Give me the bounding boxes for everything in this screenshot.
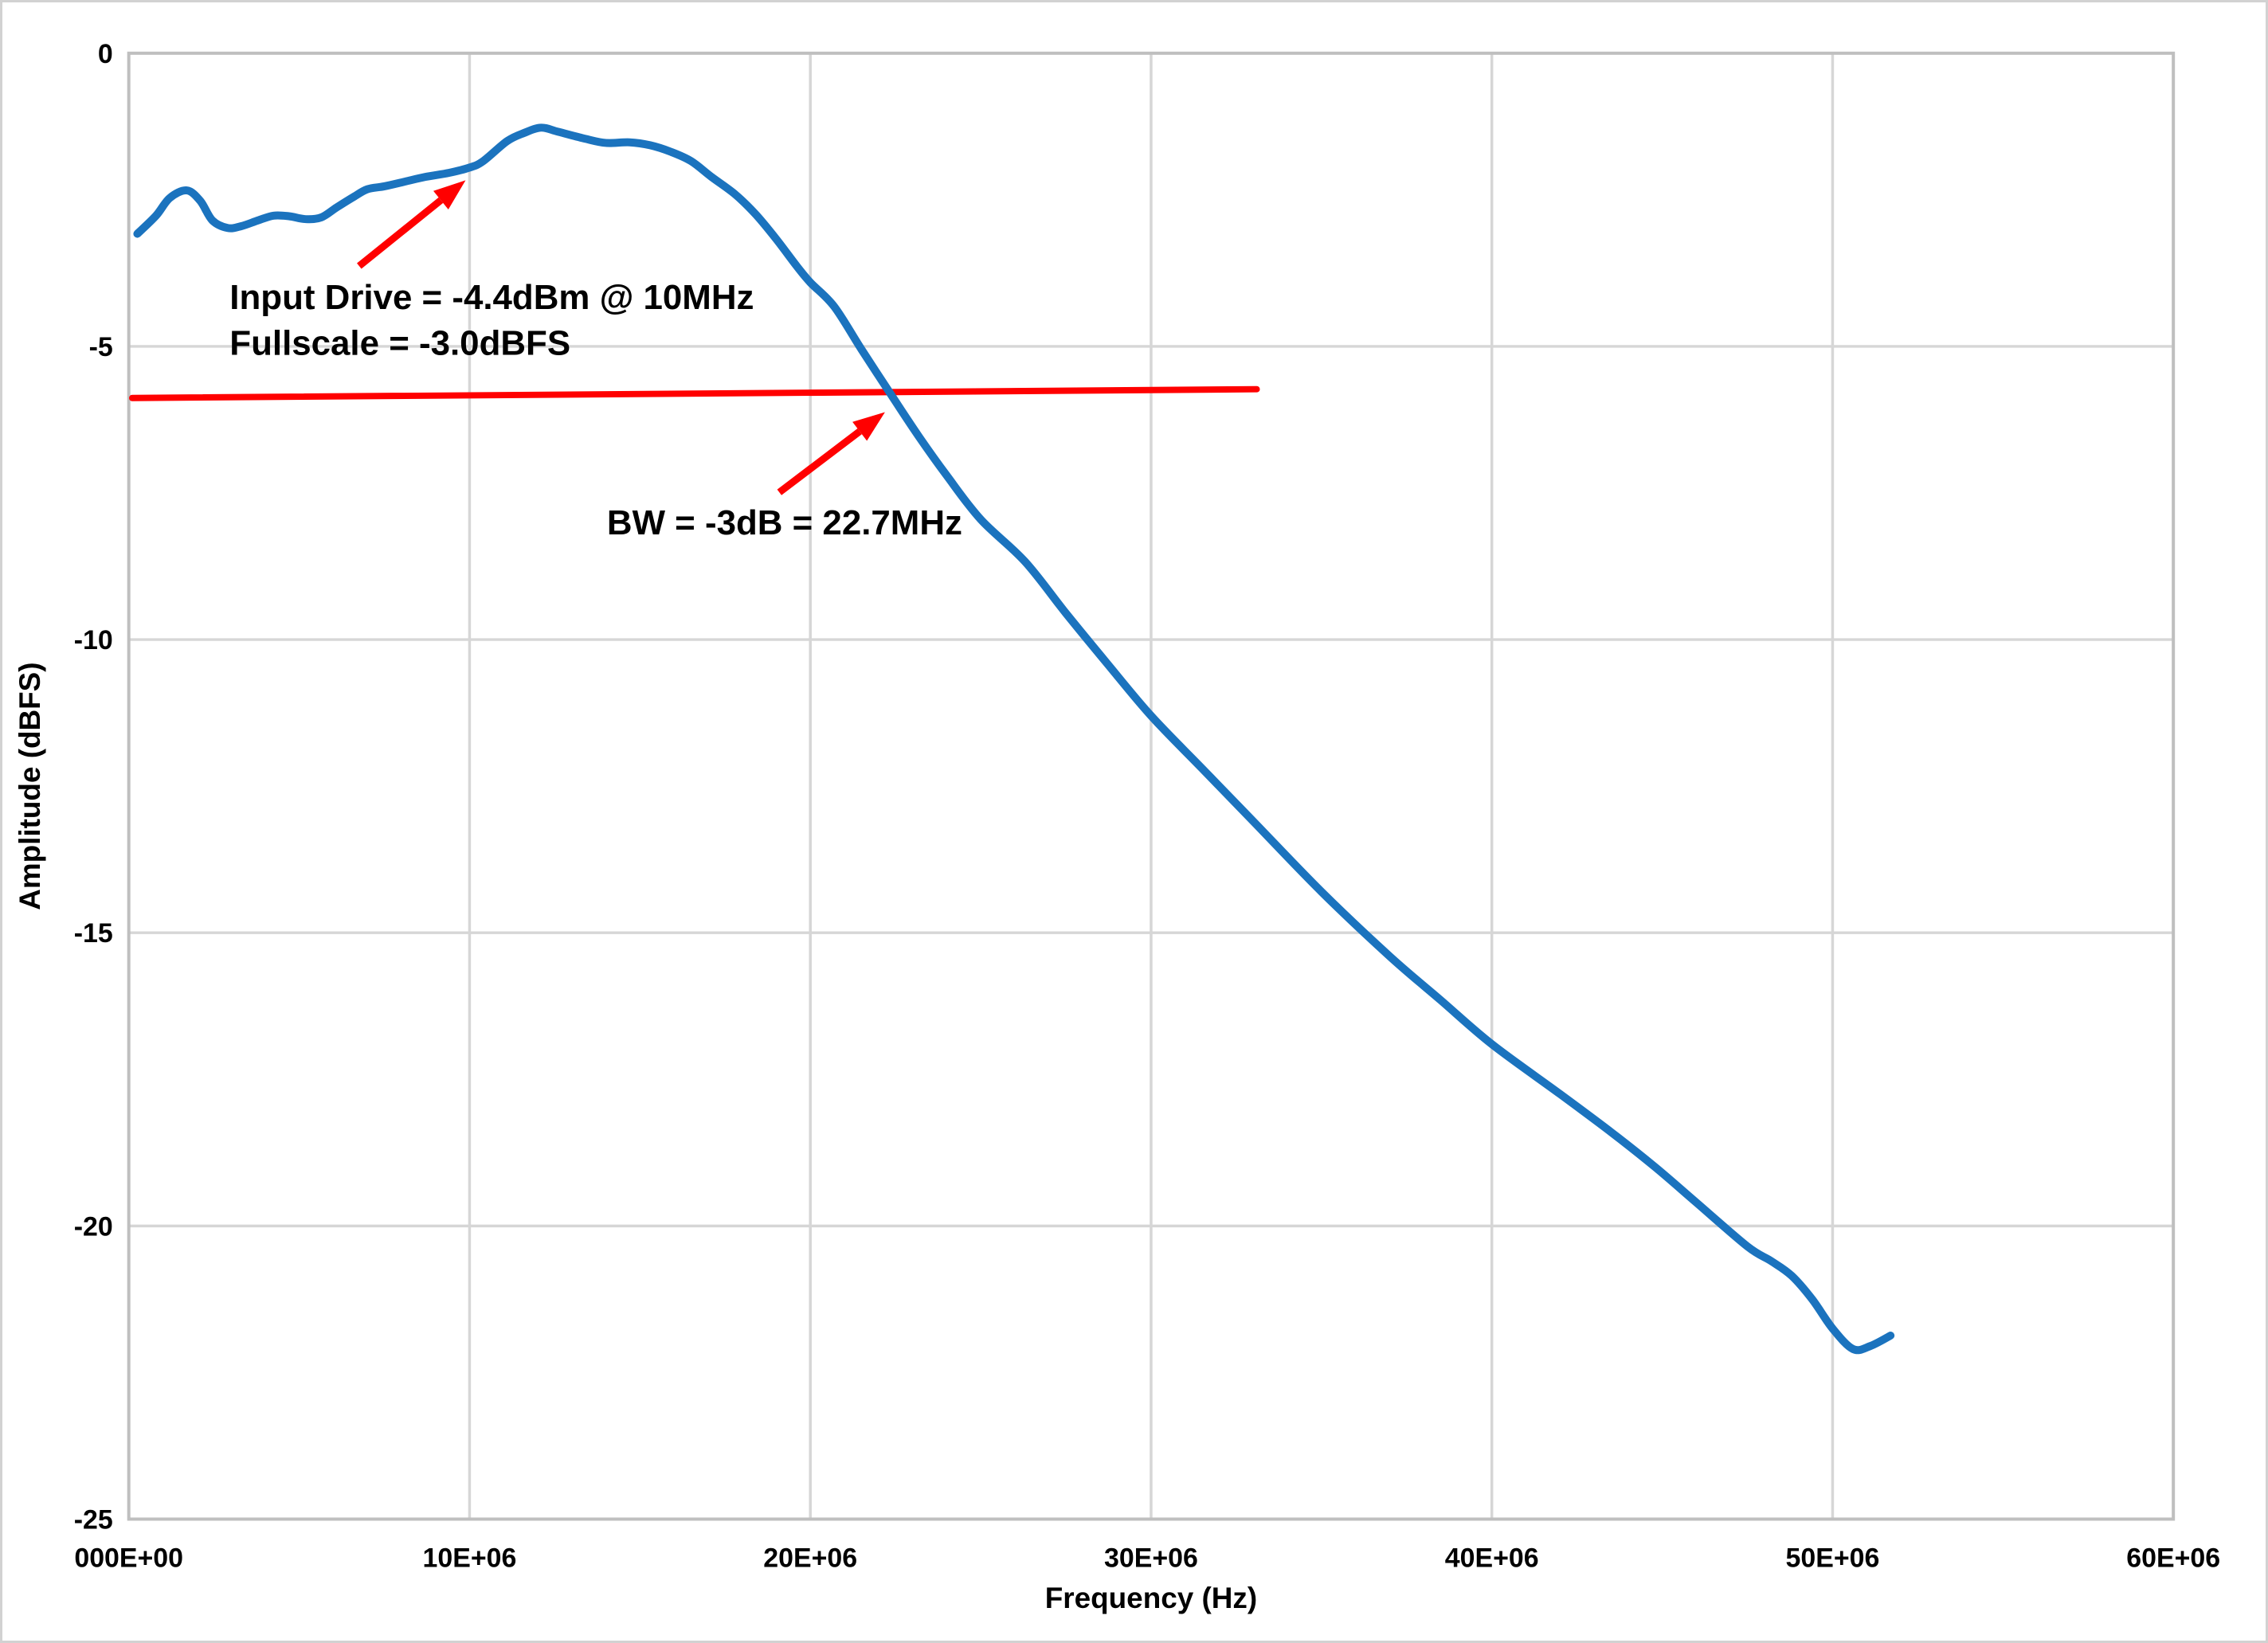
y-tick-label: -5	[89, 332, 113, 362]
y-axis-title: Amplitude (dBFS)	[14, 662, 46, 910]
data-series	[128, 123, 1895, 1355]
bandwidth-note-arrow-shaft	[777, 428, 862, 495]
x-axis-tick-labels: 000E+00 10E+06 20E+06 30E+06 40E+06 50E+06 60E…	[74, 1543, 2220, 1573]
bandwidth-note-arrowhead	[852, 412, 885, 441]
gridlines	[128, 53, 2175, 1521]
annotation-arrows	[357, 180, 885, 495]
x-tick-label: 40E+06	[1445, 1543, 1539, 1573]
y-tick-label: -20	[74, 1211, 113, 1242]
x-tick-label: 000E+00	[74, 1543, 183, 1573]
y-tick-label: -10	[74, 625, 113, 655]
y-axis-tick-labels: 0 -5 -10 -15 -20 -25	[74, 39, 113, 1535]
input-drive-note-arrow-shaft	[357, 197, 444, 269]
input-drive-note-arrowhead	[433, 180, 466, 210]
amplitude-response-line	[133, 123, 1895, 1355]
plot-area-border	[127, 51, 2176, 1521]
input-drive-note-line-2: Fullscale = -3.0dBFS	[229, 324, 570, 363]
x-tick-label: 20E+06	[763, 1543, 857, 1573]
y-tick-label: 0	[98, 39, 113, 69]
annotation-texts: Input Drive = -4.4dBm @ 10MHz Fullscale =…	[229, 278, 962, 542]
input-drive-note-line-1: Input Drive = -4.4dBm @ 10MHz	[229, 278, 754, 317]
y-tick-label: -15	[74, 918, 113, 949]
bandwidth-note-line-1: BW = -3dB = 22.7MHz	[607, 503, 962, 542]
y-tick-label: -25	[74, 1504, 113, 1535]
x-tick-label: 50E+06	[1786, 1543, 1880, 1573]
minus-3db-reference-line	[128, 385, 1260, 401]
x-tick-label: 60E+06	[2126, 1543, 2220, 1573]
x-tick-label: 30E+06	[1104, 1543, 1198, 1573]
x-axis-title: Frequency (Hz)	[1045, 1582, 1257, 1614]
x-tick-label: 10E+06	[423, 1543, 517, 1573]
